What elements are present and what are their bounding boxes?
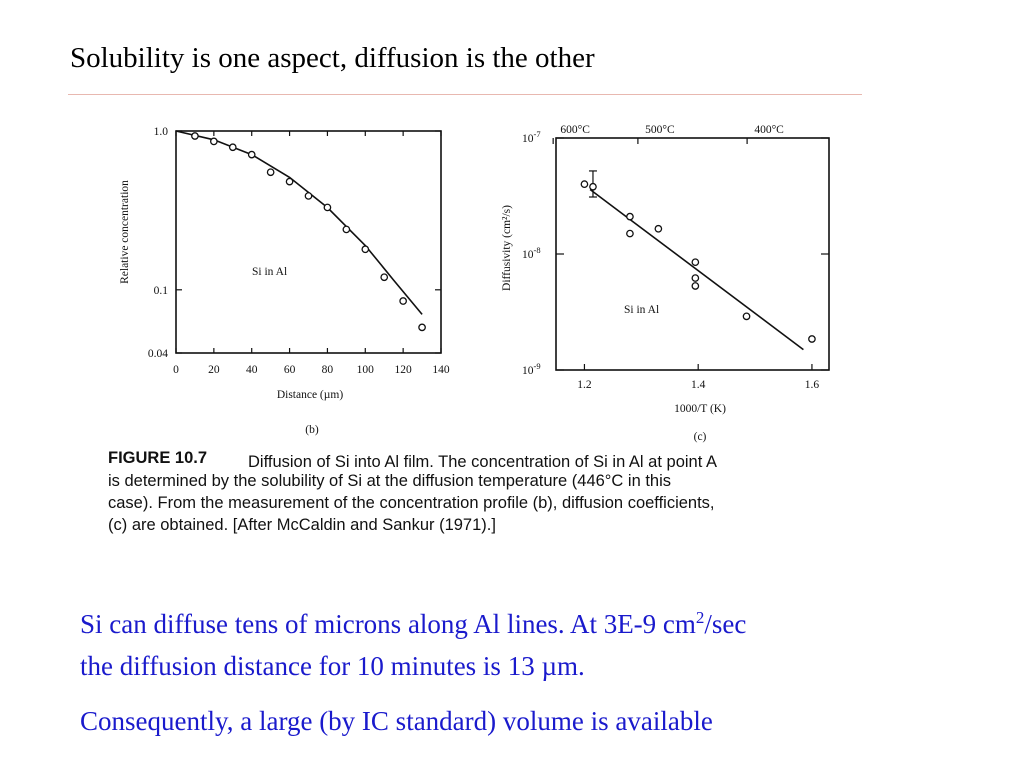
chart-b-x-tick-label: 40 [246,364,258,376]
chart-c-data-point [808,335,816,343]
chart-b-y-tick-label: 1.0 [154,126,169,138]
para1-line-2: the diffusion distance for 10 minutes is… [80,651,585,681]
chart-c-y-tick-label: 10-7 [522,129,541,145]
chart-b-data-point [361,245,370,254]
chart-c-top-tick-label: 500°C [645,124,675,136]
chart-b-annotation: Si in Al [252,266,287,278]
chart-b-data-point [191,132,199,140]
chart-c-x-tick-label: 1.6 [805,379,820,391]
chart-c-ticks [556,137,829,371]
chart-b-data-point [304,192,313,200]
chart-c-y-axis-label: Diffusivity (cm²/s) [501,205,513,291]
chart-c-data-point [580,180,589,189]
chart-c-top-tick-label: 400°C [754,124,784,136]
chart-c-panel-label: (c) [694,431,707,443]
caption-line-4: (c) are obtained. [After McCaldin and Sa… [108,516,496,534]
chart-c-data-point [691,274,700,282]
slide-title: Solubility is one aspect, diffusion is t… [70,42,595,74]
chart-c-top-temperature-axis: 600°C 500°C 400°C [552,124,784,144]
chart-b-data-point [342,225,351,234]
chart-c-y-tick-label: 10-9 [522,361,541,377]
chart-b-x-tick-label: 0 [173,364,179,376]
caption-label: FIGURE 10.7 [108,449,207,467]
chart-c-tick-labels: 1.2 1.4 1.6 10-7 10-8 10-9 [522,129,819,391]
chart-c-data-point [691,258,700,267]
chart-b-data-point [380,273,389,282]
chart-b-ticks [175,130,442,354]
chart-b-data-point [247,150,256,159]
chart-c-points [580,180,816,343]
chart-c-x-tick-label: 1.2 [577,379,592,391]
chart-b-data-point [210,137,218,146]
chart-c-data-point [589,182,597,191]
chart-c-x-axis-label: 1000/T (K) [674,403,726,415]
figure-10-7: 0 20 40 60 80 100 120 140 1.0 0.1 0.04 Si in Al Di… [108,124,830,534]
caption-line-1: Diffusion of Si into Al film. The concen… [248,453,717,471]
chart-b-panel-label: (b) [305,424,319,436]
para1-superscript: 2 [695,608,705,627]
chart-b-data-point [266,168,275,177]
chart-c-data-point [691,282,700,290]
chart-c-annotation: Si in Al [624,304,659,316]
caption-line-2: is determined by the solubility of Si at… [108,472,671,490]
chart-b-x-tick-label: 20 [208,364,220,376]
chart-c-data-point [654,224,663,233]
chart-c-fit-line [589,188,804,351]
chart-b-x-tick-label: 140 [432,364,450,376]
body-paragraph-1: Si can diffuse tens of microns along Al … [80,597,746,687]
chart-b-data-point [418,323,426,332]
chart-b-data-point [323,203,332,212]
chart-b-data-point [228,143,237,152]
para1-text-a: Si can diffuse tens of microns along Al … [80,609,696,639]
chart-b-frame [175,130,442,354]
chart-c-data-point [742,312,751,321]
chart-b-y-axis-label: Relative concentration [119,180,131,284]
chart-c-frame [555,137,830,371]
body-paragraph-2: Consequently, a large (by IC standard) v… [80,706,713,736]
title-divider [68,94,862,95]
chart-b-fit-curve [175,130,423,315]
chart-c-data-point [626,212,634,221]
figure-caption: FIGURE 10.7 Diffusion of Si into Al film… [108,449,717,534]
chart-b-x-tick-label: 80 [322,364,334,376]
chart-b: 0 20 40 60 80 100 120 140 1.0 0.1 0.04 Si in Al Di… [119,126,450,436]
chart-b-y-tick-label: 0.1 [154,285,169,297]
chart-b-tick-labels: 0 20 40 60 80 100 120 140 1.0 0.1 0.04 [148,126,450,376]
chart-c-top-tick-label: 600°C [560,124,590,136]
chart-b-y-tick-label: 0.04 [148,348,168,360]
caption-line-3: case). From the measurement of the conce… [108,494,715,512]
chart-b-data-point [399,297,407,305]
chart-c-data-point [626,229,634,238]
chart-b-x-axis-label: Distance (µm) [277,389,344,401]
chart-c: 1.2 1.4 1.6 10-7 10-8 10-9 600°C 500°C 400°C Si… [501,124,830,443]
chart-b-x-tick-label: 100 [357,364,375,376]
chart-b-data-point [285,177,294,186]
para1-text-b: /sec [704,609,747,639]
chart-b-x-tick-label: 60 [284,364,296,376]
chart-b-points [191,132,426,332]
chart-c-y-tick-label: 10-8 [522,245,541,261]
chart-b-x-tick-label: 120 [395,364,413,376]
chart-c-x-tick-label: 1.4 [691,379,706,391]
